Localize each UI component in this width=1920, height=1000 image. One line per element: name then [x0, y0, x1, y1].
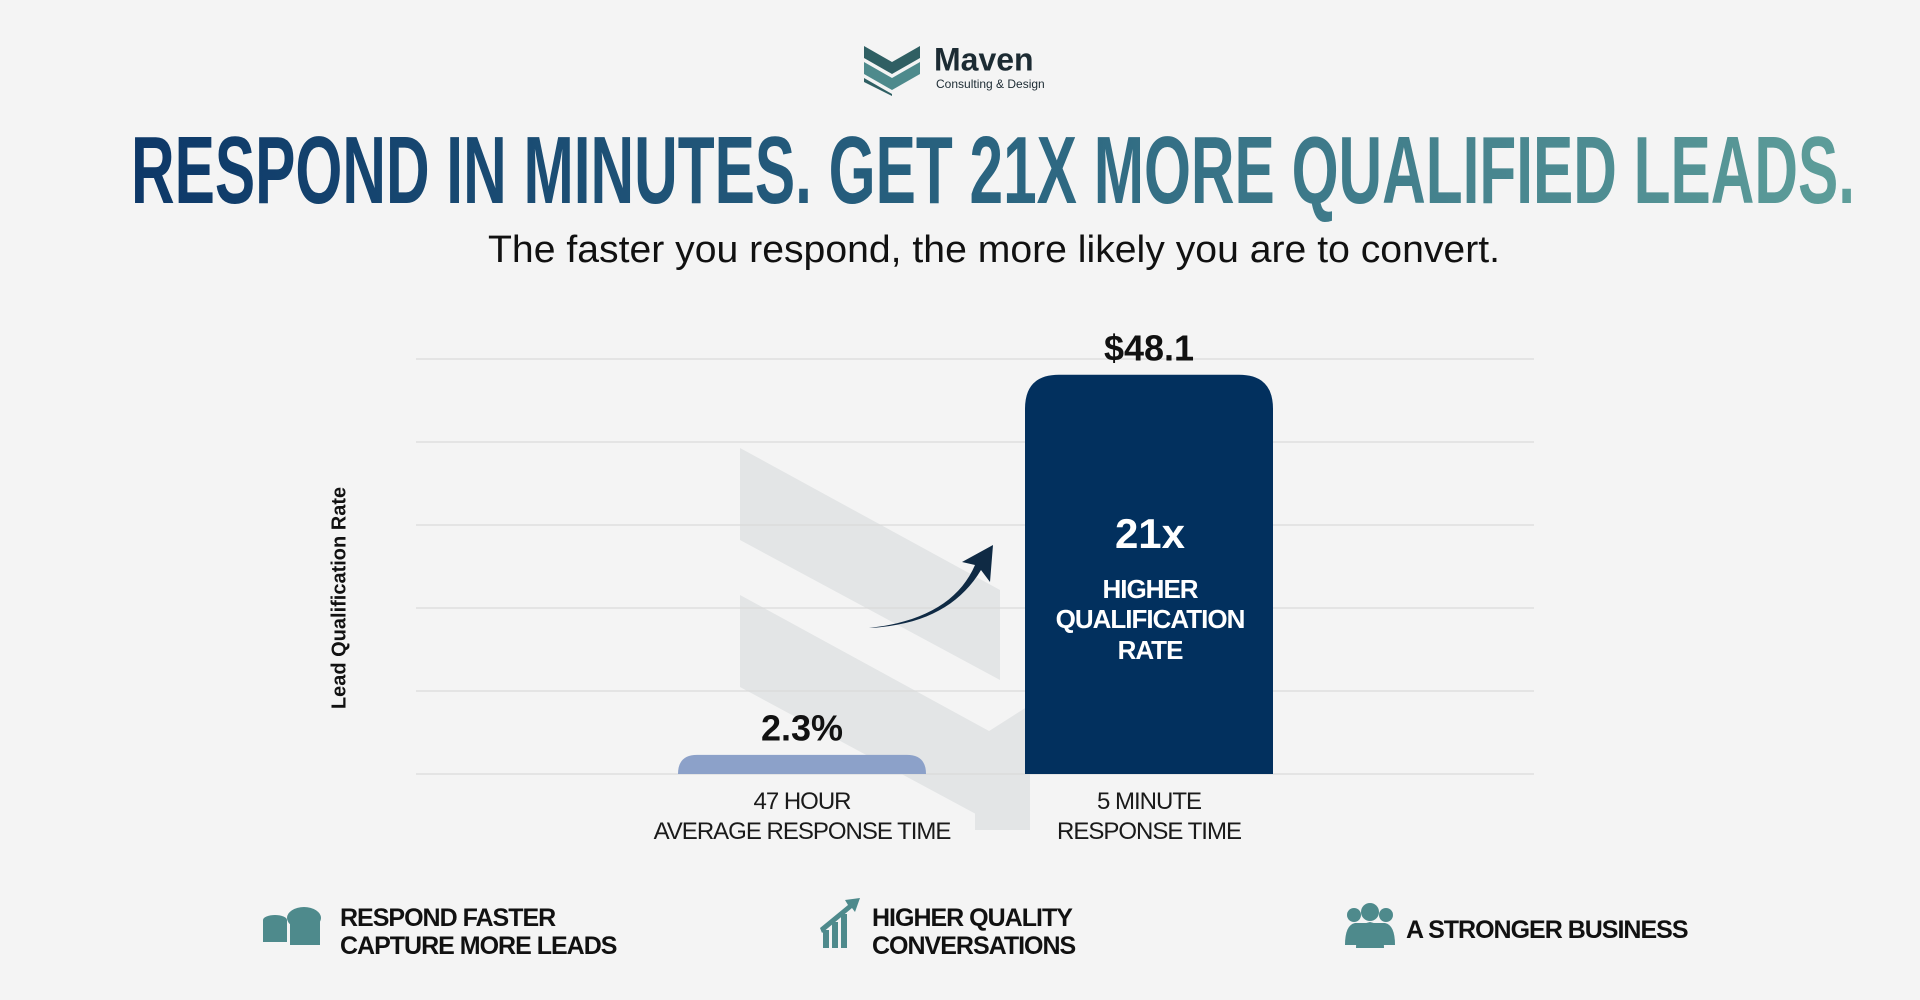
x-tick-label: 5 MINUTE RESPONSE TIME — [1057, 788, 1242, 845]
bar — [1025, 374, 1273, 774]
x-tick-label: 47 HOUR AVERAGE RESPONSE TIME — [653, 788, 952, 845]
watermark — [740, 448, 1030, 830]
logo-icon — [864, 46, 920, 96]
coins-icon — [263, 907, 321, 945]
footer-item: HIGHER QUALITY CONVERSATIONS — [872, 904, 1076, 960]
footer-item: RESPOND FASTER CAPTURE MORE LEADS — [340, 904, 617, 960]
people-icon — [1345, 903, 1395, 948]
annotation-text: HIGHER QUALIFICATION RATE — [1055, 574, 1246, 665]
annotation-multiplier: 21x — [1115, 510, 1186, 557]
bar — [678, 754, 926, 774]
tagline: Consulting & Design — [936, 77, 1045, 91]
footer-item: A STRONGER BUSINESS — [1406, 916, 1689, 944]
y-axis-label: Lead Qualification Rate — [328, 487, 350, 709]
brand: Maven — [934, 41, 1034, 77]
growth-icon — [820, 898, 860, 948]
chart-title: RESPOND IN MINUTES. GET 21X MORE QUALIFI… — [131, 117, 1855, 224]
subtitle: The faster you respond, the more likely … — [488, 229, 1500, 271]
plot: 2.3% $48.1 — [416, 327, 1534, 775]
value-label: $48.1 — [1104, 327, 1194, 368]
arrow — [869, 545, 993, 628]
value-label: 2.3% — [761, 707, 843, 748]
